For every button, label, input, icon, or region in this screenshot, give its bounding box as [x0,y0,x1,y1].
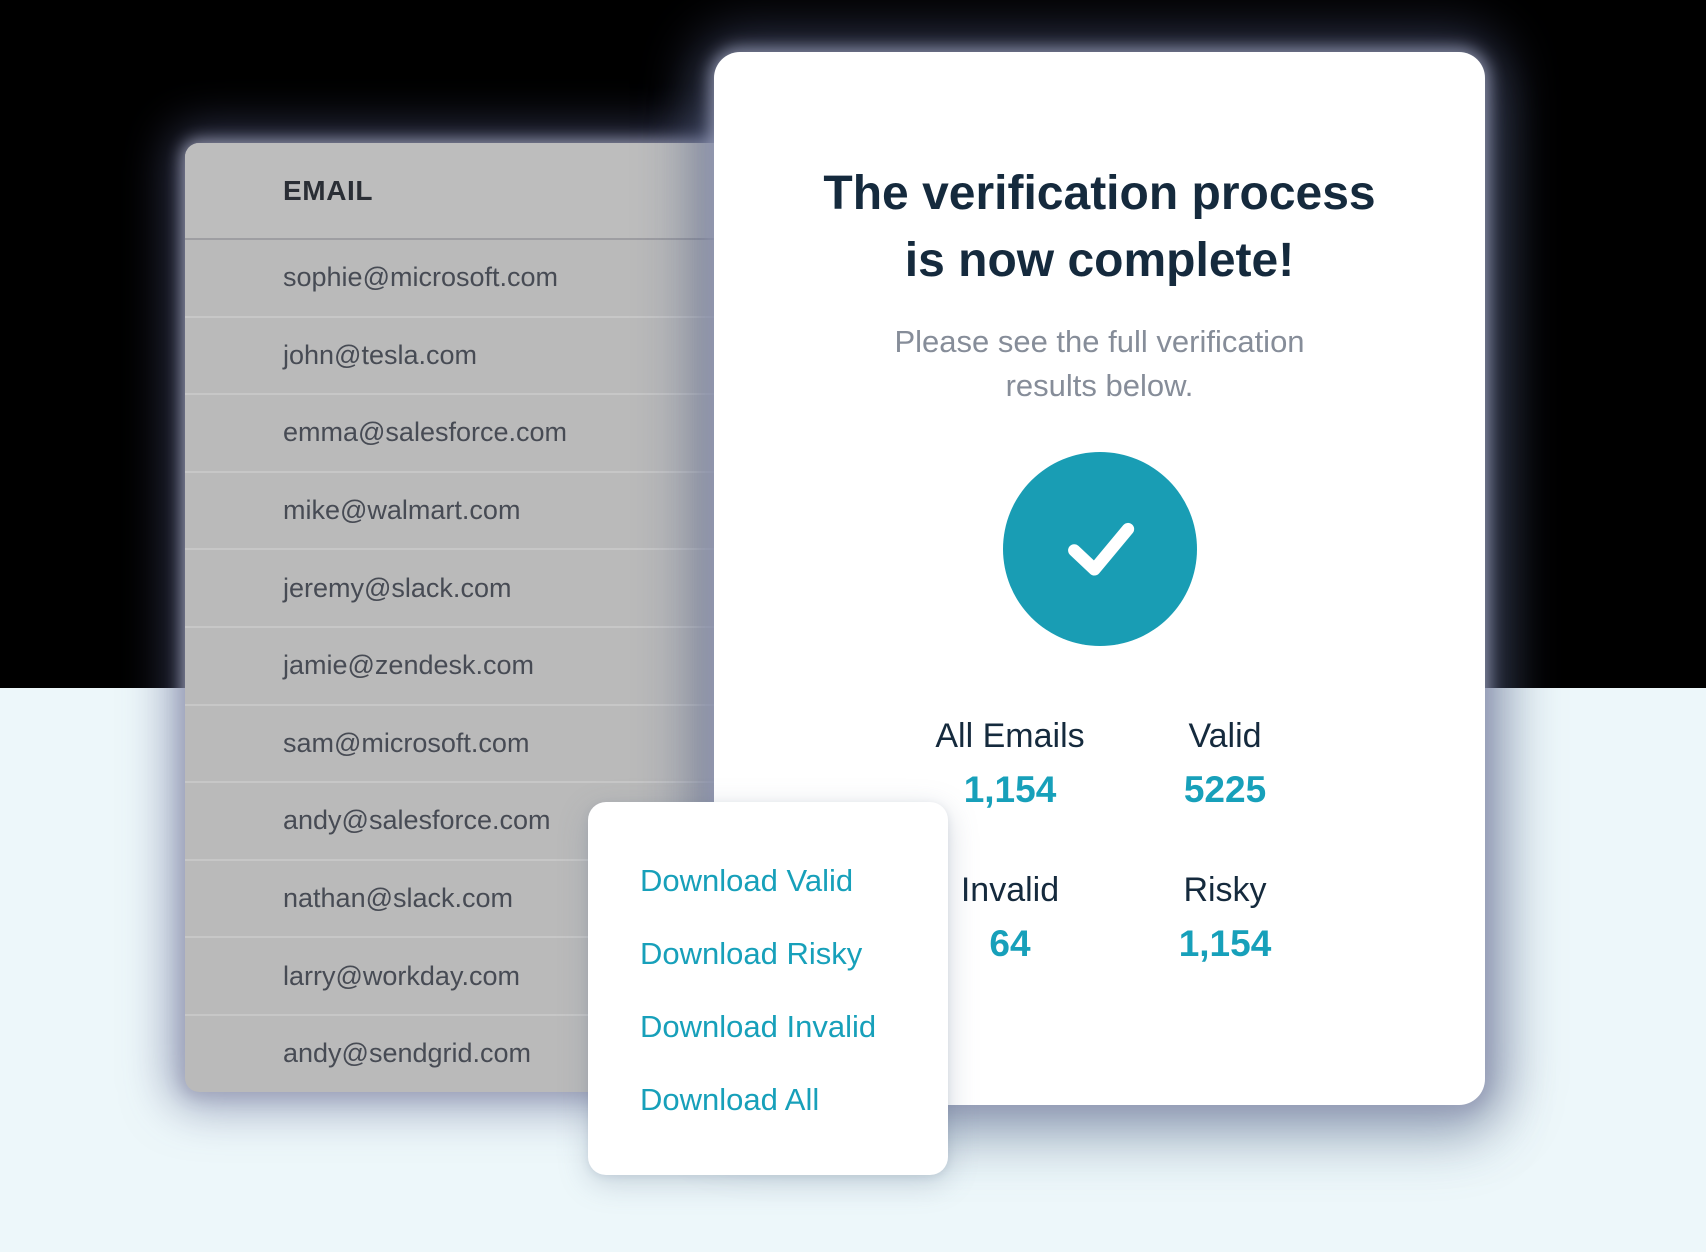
email-cell: nathan@slack.com [283,883,514,914]
modal-title-line-2: is now complete! [904,234,1295,287]
download-risky-link[interactable]: Download Risky [640,936,863,971]
stat-value: 64 [989,923,1031,964]
modal-subtitle-line-2: results below. [1005,368,1194,403]
email-cell: andy@sendgrid.com [283,1038,532,1069]
email-cell: larry@workday.com [283,960,520,991]
checkmark-icon [1044,491,1156,608]
email-table-header: EMAIL [185,143,745,240]
email-cell: mike@walmart.com [283,495,521,526]
stat-all-emails: All Emails 1,154 [880,716,1140,812]
download-menu: Download Valid Download Risky Download I… [588,802,948,1175]
download-valid-link[interactable]: Download Valid [640,863,854,898]
stat-risky: Risky 1,154 [1095,870,1355,966]
table-row: sophie@microsoft.com [185,240,745,318]
table-row: emma@salesforce.com [185,395,745,473]
stat-value: 1,154 [1178,923,1272,964]
stat-invalid: Invalid 64 [880,870,1140,966]
table-row: larry@workday.com [185,938,745,1016]
table-row: andy@salesforce.com [185,783,745,861]
stat-label: All Emails [935,717,1085,755]
table-row: jeremy@slack.com [185,550,745,628]
email-cell: andy@salesforce.com [283,805,551,836]
download-invalid-link[interactable]: Download Invalid [640,1009,877,1044]
email-cell: sam@microsoft.com [283,727,530,758]
modal-subtitle-line-1: Please see the full verification [894,324,1305,359]
email-cell: john@tesla.com [283,339,477,370]
success-badge [1002,452,1197,646]
table-row: sam@microsoft.com [185,706,745,784]
stat-label: Invalid [960,871,1060,909]
stat-label: Valid [1188,717,1262,755]
modal-title-line-1: The verification process [823,167,1376,220]
table-row: mike@walmart.com [185,473,745,551]
stat-label: Risky [1183,871,1267,909]
email-table: EMAIL sophie@microsoft.com john@tesla.co… [185,143,745,1092]
email-cell: jeremy@slack.com [283,572,512,603]
stat-value: 1,154 [963,769,1057,810]
table-row: andy@sendgrid.com [185,1016,745,1092]
email-cell: emma@salesforce.com [283,417,567,448]
download-all-link[interactable]: Download All [640,1082,820,1117]
email-cell: sophie@microsoft.com [283,262,558,293]
email-cell: jamie@zendesk.com [283,650,535,681]
email-column-header: EMAIL [283,174,374,206]
modal-title: The verification process is now complete… [714,160,1485,294]
table-row: john@tesla.com [185,318,745,396]
table-row: jamie@zendesk.com [185,628,745,706]
stat-valid: Valid 5225 [1095,716,1355,812]
modal-subtitle: Please see the full verification results… [714,320,1485,408]
table-row: nathan@slack.com [185,861,745,939]
stat-value: 5225 [1183,769,1267,810]
